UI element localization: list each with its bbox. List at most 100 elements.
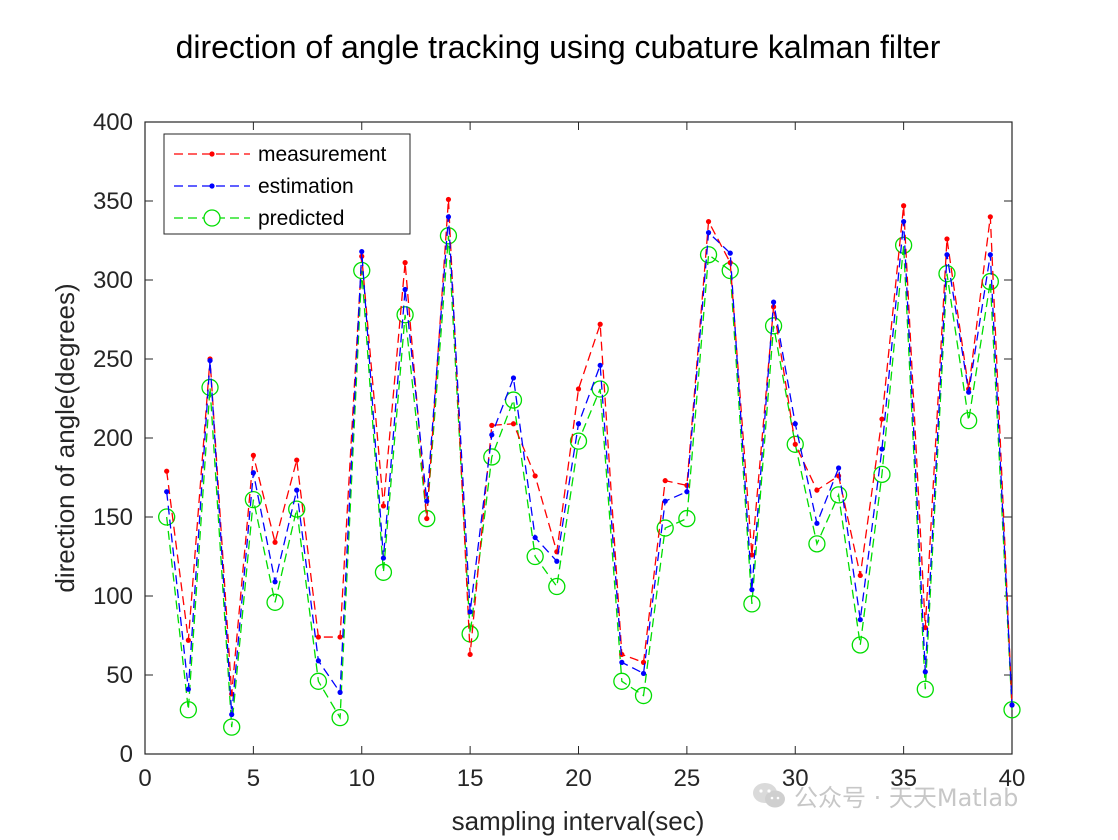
measurement-point: [575, 386, 582, 392]
y-tick-label: 350: [93, 188, 133, 215]
wechat-icon: [753, 782, 785, 807]
measurement-point: [597, 321, 603, 327]
estimation-point: [857, 617, 863, 623]
x-tick-label: 30: [782, 765, 809, 792]
estimation-point: [489, 432, 495, 438]
measurement-point: [987, 214, 993, 220]
y-tick-label: 400: [93, 109, 133, 136]
y-tick-label: 50: [106, 662, 133, 689]
estimation-point: [575, 421, 582, 427]
x-tick-label: 35: [890, 765, 917, 792]
y-tick-label: 100: [93, 583, 133, 610]
estimation-point: [922, 669, 928, 675]
predicted-line: [166, 235, 1013, 728]
measurement-point: [510, 421, 517, 427]
x-tick-label: 15: [457, 765, 484, 792]
measurement-point: [445, 196, 452, 203]
watermark: 公众号 · 天天Matlab: [752, 778, 1018, 813]
predicted-point: [960, 411, 978, 430]
estimation-point: [836, 465, 842, 471]
measurement-point: [922, 625, 928, 631]
predicted-point: [374, 563, 393, 581]
estimation-point: [532, 534, 538, 541]
predicted-point: [808, 535, 826, 553]
estimation-line: [166, 216, 1013, 715]
estimation-point: [770, 299, 777, 305]
estimation-point: [272, 579, 278, 585]
estimation-point: [727, 250, 733, 256]
estimation-point: [294, 487, 300, 493]
measurement-point: [424, 515, 430, 522]
measurement-point: [402, 260, 408, 266]
estimation-point: [554, 558, 560, 564]
x-tick-label: 10: [348, 765, 375, 792]
measurement-point: [857, 572, 863, 579]
predicted-point: [331, 709, 349, 727]
estimation-point: [250, 470, 256, 476]
measurement-point: [792, 441, 798, 447]
y-tick-label: 200: [93, 425, 133, 452]
predicted-point: [288, 500, 306, 518]
legend-entry-predicted: predicted: [174, 207, 344, 230]
watermark-text: 公众号 · 天天Matlab: [794, 784, 1019, 812]
estimation-point: [229, 711, 235, 718]
estimation-point: [640, 670, 647, 677]
predicted-point: [764, 317, 783, 335]
estimation-point: [1009, 702, 1015, 708]
series-predicted: [158, 227, 1021, 736]
legend-marker: [209, 151, 215, 157]
series-layer: [158, 196, 1021, 736]
measurement-point: [250, 452, 256, 458]
predicted-point: [851, 636, 869, 654]
legend-label: estimation: [258, 175, 354, 198]
measurement-point: [879, 416, 885, 422]
estimation-point: [966, 389, 972, 395]
measurement-point: [185, 637, 191, 643]
predicted-point: [591, 380, 609, 398]
estimation-point: [380, 555, 387, 561]
measurement-point: [489, 422, 495, 428]
y-tick-label: 0: [120, 741, 133, 768]
measurement-point: [944, 236, 950, 242]
predicted-point: [266, 593, 284, 611]
estimation-point: [467, 609, 473, 615]
measurement-point: [749, 552, 755, 558]
measurement-point: [164, 468, 170, 474]
estimation-point: [901, 218, 907, 225]
measurement-point: [532, 473, 538, 479]
predicted-point: [743, 595, 761, 613]
measurement-point: [662, 478, 668, 484]
predicted-point: [569, 432, 588, 450]
estimation-point: [315, 658, 321, 664]
y-tick-label: 250: [93, 346, 133, 373]
measurement-point: [380, 503, 387, 509]
measurement-point: [294, 457, 300, 463]
y-tick-label: 300: [93, 267, 133, 294]
legend-label: measurement: [258, 143, 387, 166]
predicted-point: [526, 547, 544, 566]
estimation-point: [185, 686, 191, 692]
measurement-point: [901, 203, 907, 209]
predicted-point: [309, 672, 328, 690]
predicted-point: [483, 448, 501, 466]
predicted-point: [786, 435, 804, 453]
estimation-point: [814, 520, 820, 526]
measurement-point: [705, 218, 712, 225]
x-tick-label: 5: [247, 765, 260, 792]
x-tick-label: 25: [674, 765, 701, 792]
series-estimation: [164, 214, 1015, 718]
predicted-point: [353, 261, 371, 280]
estimation-point: [337, 689, 343, 695]
measurement-point: [814, 487, 820, 493]
x-tick-label: 0: [138, 765, 151, 792]
estimation-point: [359, 248, 365, 255]
estimation-point: [944, 252, 950, 258]
predicted-point: [158, 508, 176, 526]
predicted-point: [548, 577, 566, 596]
estimation-point: [662, 498, 668, 504]
predicted-point: [201, 378, 219, 397]
legend: measurement estimation predicted: [163, 133, 411, 235]
estimation-point: [207, 357, 213, 364]
estimation-point: [792, 421, 798, 427]
